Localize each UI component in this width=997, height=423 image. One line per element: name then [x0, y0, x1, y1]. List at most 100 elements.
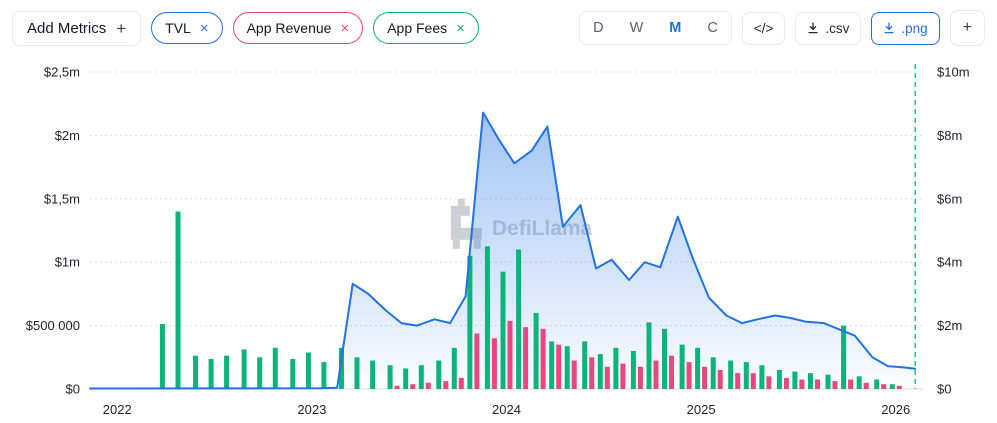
app-fees-bar[interactable] [208, 358, 214, 389]
app-fees-bar[interactable] [695, 347, 701, 389]
app-fees-bar[interactable] [597, 354, 603, 389]
interval-cumulative-button[interactable]: C [694, 12, 731, 44]
metric-pill-tvl[interactable]: TVL × [151, 12, 223, 44]
download-png-button[interactable]: .png [871, 11, 940, 45]
close-icon[interactable]: × [199, 19, 209, 37]
app-revenue-bar[interactable] [799, 379, 805, 390]
app-revenue-bar[interactable] [474, 333, 480, 390]
app-fees-bar[interactable] [743, 362, 749, 389]
app-fees-bar[interactable] [856, 376, 862, 389]
app-revenue-bar[interactable] [832, 381, 838, 389]
app-revenue-bar[interactable] [881, 384, 887, 389]
app-revenue-bar[interactable] [540, 328, 546, 389]
app-fees-bar[interactable] [825, 374, 831, 389]
app-fees-bar[interactable] [662, 328, 667, 389]
app-fees-bar[interactable] [484, 246, 490, 389]
app-fees-bar[interactable] [679, 344, 685, 389]
add-metrics-label: Add Metrics [27, 19, 107, 37]
right-axis-tick-label: $4m [937, 255, 962, 270]
app-fees-bar[interactable] [613, 347, 619, 389]
app-fees-bar[interactable] [354, 357, 360, 389]
app-revenue-bar[interactable] [491, 338, 497, 389]
app-fees-bar[interactable] [175, 211, 181, 390]
interval-monthly-button[interactable]: M [656, 12, 695, 44]
app-fees-bar[interactable] [582, 341, 588, 389]
app-fees-bar[interactable] [710, 357, 716, 389]
app-revenue-bar[interactable] [620, 363, 626, 389]
left-axis-tick-label: $1,5m [44, 191, 80, 206]
x-axis-tick-label: 2022 [103, 402, 132, 417]
app-revenue-bar[interactable] [717, 370, 723, 389]
app-fees-bar[interactable] [193, 355, 198, 389]
app-revenue-bar[interactable] [702, 366, 708, 389]
app-revenue-bar[interactable] [783, 377, 789, 389]
app-revenue-bar[interactable] [735, 373, 741, 389]
app-fees-bar[interactable] [728, 360, 734, 390]
download-icon [808, 22, 819, 34]
app-fees-bar[interactable] [339, 347, 344, 389]
app-fees-bar[interactable] [808, 373, 813, 389]
app-revenue-bar[interactable] [425, 382, 431, 389]
app-revenue-bar[interactable] [863, 382, 869, 389]
download-csv-button[interactable]: .csv [795, 11, 862, 45]
close-icon[interactable]: × [456, 19, 465, 37]
app-fees-bar[interactable] [451, 347, 457, 389]
app-revenue-bar[interactable] [653, 360, 659, 390]
app-revenue-bar[interactable] [458, 377, 464, 389]
chart-canvas[interactable]: $0 $0 $500 000 $2m $1m $4m $1,5m $6m $2m $8m $2,5m… [0, 56, 997, 423]
app-revenue-bar[interactable] [589, 357, 595, 389]
app-revenue-bar[interactable] [556, 344, 562, 389]
app-fees-bar[interactable] [321, 362, 327, 389]
app-revenue-bar[interactable] [669, 355, 674, 389]
app-revenue-bar[interactable] [896, 385, 902, 389]
app-fees-bar[interactable] [759, 365, 765, 389]
app-revenue-bar[interactable] [848, 379, 854, 390]
app-revenue-bar[interactable] [750, 373, 756, 389]
plus-icon: + [116, 18, 127, 38]
app-revenue-bar[interactable] [766, 376, 772, 389]
close-icon[interactable]: × [340, 19, 350, 37]
app-revenue-bar[interactable] [507, 320, 513, 389]
app-fees-bar[interactable] [387, 365, 393, 389]
app-fees-bar[interactable] [305, 352, 311, 390]
app-fees-bar[interactable] [418, 365, 424, 389]
app-fees-bar[interactable] [272, 347, 278, 389]
app-fees-bar[interactable] [646, 322, 652, 389]
app-revenue-bar[interactable] [571, 360, 577, 390]
app-revenue-bar[interactable] [523, 327, 529, 389]
app-revenue-bar[interactable] [410, 384, 416, 389]
metric-pill-app-revenue[interactable]: App Revenue × [232, 12, 364, 44]
app-fees-bar[interactable] [841, 325, 847, 389]
app-fees-bar[interactable] [500, 271, 506, 389]
app-fees-bar[interactable] [403, 368, 409, 389]
app-fees-bar[interactable] [436, 360, 442, 390]
add-chart-button[interactable]: + [949, 10, 985, 46]
add-metrics-button[interactable]: Add Metrics + [12, 10, 142, 46]
app-revenue-bar[interactable] [686, 362, 692, 389]
app-fees-bar[interactable] [224, 355, 230, 389]
app-fees-bar[interactable] [257, 357, 263, 389]
app-fees-bar[interactable] [792, 371, 798, 389]
app-fees-bar[interactable] [241, 349, 247, 389]
app-fees-bar[interactable] [533, 312, 539, 389]
app-fees-bar[interactable] [564, 346, 570, 389]
app-fees-bar[interactable] [159, 324, 165, 389]
app-revenue-bar[interactable] [815, 379, 820, 390]
app-fees-bar[interactable] [549, 341, 555, 389]
embed-code-button[interactable]: </> [741, 11, 786, 45]
app-revenue-bar[interactable] [443, 381, 449, 389]
app-fees-bar[interactable] [516, 249, 522, 390]
app-fees-bar[interactable] [290, 358, 296, 389]
app-revenue-bar[interactable] [394, 385, 400, 389]
app-fees-bar[interactable] [630, 351, 636, 389]
app-revenue-bar[interactable] [637, 366, 643, 389]
app-fees-bar[interactable] [776, 370, 782, 389]
app-fees-bar[interactable] [889, 384, 895, 389]
app-fees-bar[interactable] [370, 360, 376, 390]
metric-pill-app-fees[interactable]: App Fees × [373, 12, 479, 44]
app-revenue-bar[interactable] [604, 366, 610, 389]
app-fees-bar[interactable] [874, 379, 880, 390]
interval-daily-button[interactable]: D [580, 12, 617, 44]
app-fees-bar[interactable] [467, 255, 473, 389]
interval-weekly-button[interactable]: W [616, 12, 657, 44]
